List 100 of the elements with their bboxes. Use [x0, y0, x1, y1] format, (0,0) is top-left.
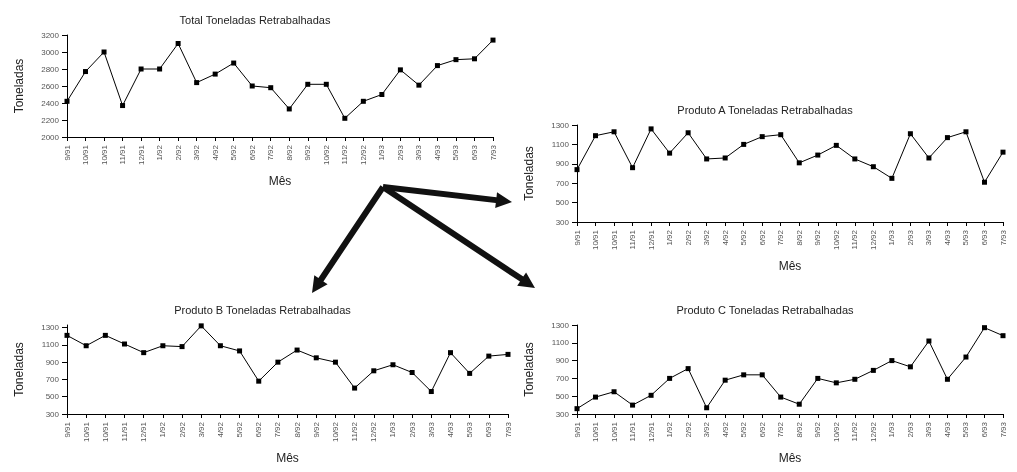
point	[722, 377, 728, 383]
x-tick-label: 1/92	[665, 229, 675, 246]
x-axis-title: Mês	[268, 174, 292, 188]
point	[852, 376, 858, 382]
point	[390, 362, 396, 368]
y-tick-label: 900	[555, 159, 570, 169]
x-tick-label: 4/93	[942, 421, 952, 438]
x-tick-label: 8/92	[284, 144, 294, 161]
point	[648, 126, 654, 132]
x-tick-label: 7/93	[503, 421, 513, 438]
point	[944, 376, 950, 382]
point	[926, 338, 932, 344]
x-tick-label: 5/93	[465, 421, 475, 438]
point	[759, 134, 765, 140]
point	[268, 85, 274, 91]
x-tick-label: 11/91	[628, 421, 638, 442]
point	[944, 135, 950, 141]
point	[574, 167, 580, 173]
point	[667, 150, 673, 156]
point	[1000, 333, 1006, 339]
point	[815, 375, 821, 381]
point	[141, 350, 147, 356]
x-tick-label: 8/92	[794, 229, 804, 246]
point	[360, 98, 366, 104]
x-tick-label: 2/92	[683, 421, 693, 438]
point	[981, 325, 987, 331]
x-tick-label: 6/93	[979, 421, 989, 438]
point	[379, 92, 385, 97]
point	[416, 82, 422, 88]
y-tick-label: 500	[555, 391, 570, 401]
y-tick-label: 900	[45, 357, 60, 367]
y-tick-label: 700	[45, 374, 60, 384]
point	[852, 156, 858, 162]
point	[611, 389, 617, 395]
x-tick-label: 9/92	[813, 421, 823, 438]
point	[611, 129, 617, 135]
x-tick-label: 10/91	[81, 144, 91, 166]
x-tick-label: 5/92	[739, 229, 749, 246]
y-axis-title: Toneladas	[12, 58, 26, 114]
point	[101, 49, 107, 55]
x-tick-label: 10/91	[591, 229, 601, 251]
point	[667, 375, 673, 381]
point	[447, 350, 453, 356]
point	[741, 141, 747, 147]
point	[428, 389, 434, 395]
point	[593, 133, 599, 139]
x-tick-label: 11/92	[850, 229, 860, 250]
point	[138, 66, 144, 72]
x-tick-label: 3/93	[414, 144, 424, 161]
point	[704, 405, 710, 411]
x-tick-label: 7/92	[776, 421, 786, 438]
x-tick-label: 11/91	[120, 421, 130, 442]
point	[907, 364, 913, 370]
point	[486, 353, 492, 359]
x-tick-label: 3/93	[426, 421, 436, 438]
point	[231, 60, 237, 66]
x-tick-label: 7/92	[266, 144, 276, 161]
point	[926, 155, 932, 161]
x-tick-label: 12/92	[369, 421, 379, 443]
point	[305, 81, 311, 87]
y-tick-label: 1300	[41, 323, 60, 333]
x-tick-label: 9/91	[62, 421, 72, 438]
point	[120, 103, 126, 109]
x-tick-label: 11/91	[118, 144, 128, 165]
x-tick-label: 4/92	[720, 421, 730, 438]
point	[685, 130, 691, 136]
point	[796, 401, 802, 407]
point	[313, 355, 319, 361]
x-tick-label: 5/92	[739, 421, 749, 438]
point	[722, 155, 728, 161]
point	[323, 81, 329, 87]
y-tick-label: 700	[555, 178, 570, 188]
y-tick-label: 2800	[41, 64, 60, 74]
point	[759, 372, 765, 378]
x-tick-label: 11/92	[350, 421, 360, 442]
point	[907, 131, 913, 137]
y-tick-label: 700	[555, 373, 570, 383]
point	[741, 372, 747, 378]
y-tick-label: 3200	[41, 30, 60, 40]
x-tick-label: 9/91	[572, 229, 582, 246]
x-tick-label: 10/91	[100, 421, 110, 443]
y-tick-label: 1300	[551, 320, 570, 330]
point	[833, 142, 839, 148]
point	[157, 66, 163, 72]
x-tick-label: 3/93	[924, 421, 934, 438]
point	[83, 343, 89, 349]
x-tick-label: 4/92	[210, 144, 220, 161]
point	[778, 394, 784, 400]
point	[467, 370, 473, 376]
x-tick-label: 10/91	[609, 229, 619, 251]
x-tick-label: 10/91	[609, 421, 619, 443]
x-tick-label: 9/91	[62, 144, 72, 161]
chart-title: Total Toneladas Retrabalhadas	[179, 13, 331, 26]
x-tick-label: 7/93	[998, 229, 1008, 246]
y-tick-label: 1300	[551, 120, 570, 130]
x-tick-label: 7/93	[998, 421, 1008, 438]
x-tick-label: 6/92	[757, 421, 767, 438]
x-tick-label: 1/92	[665, 421, 675, 438]
x-tick-label: 2/93	[407, 421, 417, 438]
point	[1000, 149, 1006, 155]
